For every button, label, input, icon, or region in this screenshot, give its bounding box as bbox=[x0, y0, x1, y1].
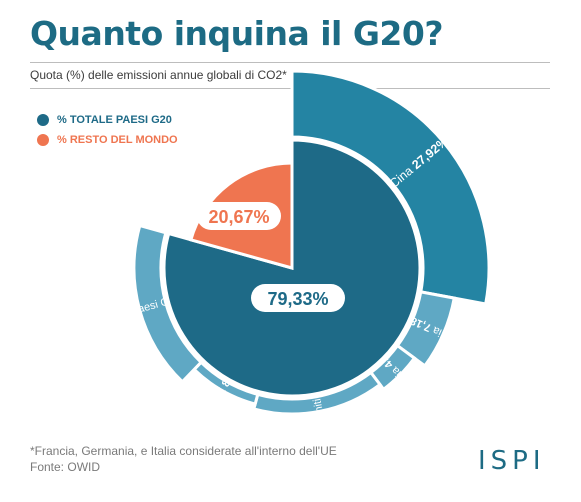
legend-label-rest: % RESTO DEL MONDO bbox=[57, 134, 178, 146]
chart-subtitle: Quota (%) delle emissioni annue globali … bbox=[30, 68, 287, 82]
footnote: *Francia, Germania, e Italia considerate… bbox=[30, 443, 337, 475]
outer-slice-cina bbox=[290, 69, 491, 306]
outer-slice-resto-dei-paesi-g20 bbox=[132, 223, 204, 384]
chart-legend: % TOTALE PAESI G20 % RESTO DEL MONDO bbox=[37, 110, 178, 150]
title-divider bbox=[30, 62, 550, 63]
ispi-logo: ISPI bbox=[478, 446, 546, 476]
footnote-note: *Francia, Germania, e Italia considerate… bbox=[30, 444, 337, 458]
subtitle-divider bbox=[30, 88, 550, 89]
legend-item-g20: % TOTALE PAESI G20 bbox=[37, 110, 178, 130]
footnote-source: Fonte: OWID bbox=[30, 460, 101, 474]
legend-swatch-g20 bbox=[37, 114, 49, 126]
inner-label-g20: 79,33% bbox=[267, 289, 328, 309]
legend-swatch-rest bbox=[37, 134, 49, 146]
legend-label-g20: % TOTALE PAESI G20 bbox=[57, 114, 172, 126]
inner-label-rest: 20,67% bbox=[208, 207, 269, 227]
page-title: Quanto inquina il G20? bbox=[30, 14, 444, 53]
inner-label-g20-pill bbox=[251, 284, 345, 312]
legend-item-rest: % RESTO DEL MONDO bbox=[37, 130, 178, 150]
inner-label-rest-pill bbox=[197, 202, 281, 230]
